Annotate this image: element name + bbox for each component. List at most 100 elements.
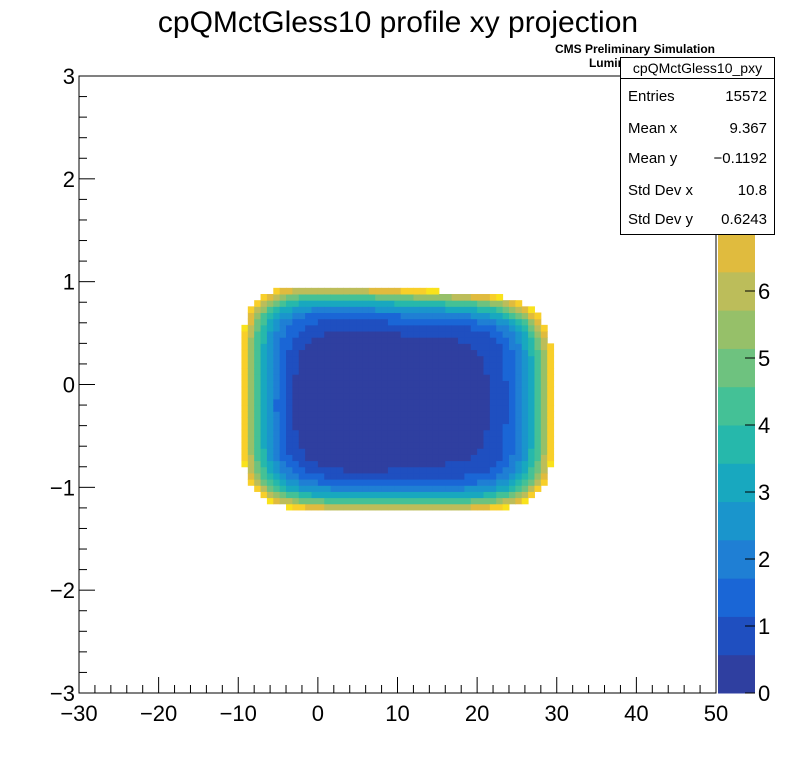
heatmap-cell: [464, 442, 472, 449]
heatmap-cell: [407, 380, 414, 388]
heatmap-cell: [470, 361, 478, 369]
heatmap-cell: [483, 398, 491, 406]
heatmap-cell: [528, 411, 535, 418]
heatmap-cell: [534, 318, 542, 326]
heatmap-cell: [458, 380, 465, 388]
heatmap-cell: [260, 485, 268, 492]
heatmap-cell: [458, 448, 465, 455]
heatmap-cell: [547, 380, 555, 388]
heatmap-cell: [528, 343, 535, 351]
heatmap-cell: [515, 361, 523, 369]
heatmap-cell: [381, 355, 389, 363]
heatmap-cell: [394, 429, 402, 437]
colorbar-tick-label: 2: [758, 547, 770, 572]
heatmap-cell: [477, 374, 484, 381]
heatmap-cell: [279, 300, 287, 307]
heatmap-cell: [324, 343, 332, 351]
heatmap-cell: [464, 435, 472, 443]
cms-label: CMS Preliminary Simulation: [554, 42, 715, 56]
heatmap-cell: [534, 349, 542, 357]
heatmap-cell: [362, 300, 370, 307]
heatmap-cell: [311, 386, 319, 394]
heatmap-cell: [432, 331, 440, 338]
heatmap-cell: [534, 435, 542, 443]
heatmap-cell: [336, 485, 344, 492]
heatmap-cell: [349, 331, 357, 338]
heatmap-cell: [413, 392, 421, 400]
heatmap-cell: [502, 503, 510, 511]
heatmap-cell: [451, 405, 459, 412]
heatmap-cell: [368, 411, 376, 418]
heatmap-cell: [317, 503, 325, 511]
heatmap-cell: [540, 472, 548, 480]
heatmap-cell: [311, 485, 319, 492]
heatmap-cell: [502, 368, 510, 375]
heatmap-cell: [413, 460, 421, 468]
heatmap-cell: [254, 300, 262, 307]
heatmap-cell: [451, 485, 459, 492]
heatmap-cell: [515, 472, 523, 480]
heatmap-cell: [438, 454, 446, 462]
heatmap-cell: [394, 460, 402, 468]
heatmap-cell: [445, 306, 453, 314]
heatmap-cell: [375, 479, 383, 486]
heatmap-cell: [241, 368, 249, 375]
heatmap-cell: [362, 454, 370, 462]
heatmap-cell: [356, 294, 363, 301]
heatmap-cell: [311, 435, 319, 443]
heatmap-cell: [521, 324, 529, 332]
heatmap-cell: [324, 491, 332, 499]
heatmap-cell: [534, 331, 542, 338]
heatmap-cell: [489, 417, 497, 425]
heatmap-cell: [356, 312, 363, 320]
heatmap-cell: [375, 312, 383, 320]
colorbar-segment: [718, 386, 755, 426]
heatmap-cell: [343, 472, 351, 480]
heatmap-cell: [266, 374, 274, 381]
heatmap-cell: [362, 294, 370, 301]
heatmap-cell: [528, 405, 535, 412]
heatmap-cell: [305, 368, 312, 375]
colorbar-segment: [718, 235, 755, 273]
heatmap-cell: [394, 374, 402, 381]
heatmap-cell: [464, 423, 472, 431]
heatmap-cell: [400, 423, 408, 431]
heatmap-cell: [305, 386, 312, 394]
heatmap-cell: [356, 398, 363, 406]
heatmap-cell: [387, 386, 395, 394]
heatmap-cell: [336, 503, 344, 511]
heatmap-cell: [426, 361, 434, 369]
heatmap-cell: [266, 491, 274, 499]
heatmap-cell: [381, 503, 389, 511]
heatmap-cell: [419, 331, 427, 338]
heatmap-cell: [279, 361, 287, 369]
heatmap-cell: [464, 417, 472, 425]
heatmap-cell: [349, 324, 357, 332]
heatmap-cell: [528, 435, 535, 443]
heatmap-cell: [247, 423, 255, 431]
heatmap-cell: [343, 423, 351, 431]
heatmap-cell: [483, 380, 491, 388]
heatmap-cell: [445, 411, 453, 418]
heatmap-cell: [419, 392, 427, 400]
heatmap-cell: [349, 380, 357, 388]
heatmap-cell: [279, 423, 287, 431]
heatmap-cell: [489, 300, 497, 307]
heatmap-cell: [266, 294, 274, 301]
heatmap-cell: [540, 460, 548, 468]
heatmap-cell: [502, 349, 510, 357]
heatmap-cell: [438, 318, 446, 326]
heatmap-cell: [381, 485, 389, 492]
heatmap-cell: [464, 386, 472, 394]
heatmap-cell: [451, 361, 459, 369]
heatmap-cell: [286, 417, 293, 425]
heatmap-cell: [349, 294, 357, 301]
heatmap-cell: [273, 343, 281, 351]
heatmap-cell: [451, 337, 459, 344]
heatmap-cell: [451, 300, 459, 307]
heatmap-cell: [292, 380, 300, 388]
heatmap-cell: [394, 442, 402, 449]
heatmap-cell: [292, 392, 300, 400]
heatmap-cell: [502, 398, 510, 406]
heatmap-cell: [241, 442, 249, 449]
